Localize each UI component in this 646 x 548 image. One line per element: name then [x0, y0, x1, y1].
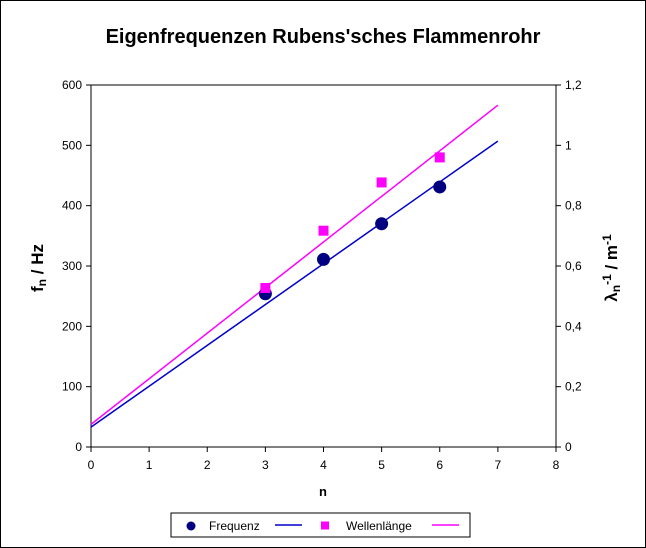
right-y-tick-label: 1 [565, 138, 572, 152]
right-y-axis-label: λn-1 / m-1 [600, 234, 623, 302]
x-tick-label: 4 [320, 458, 327, 472]
chart-title: Eigenfrequenzen Rubens'sches Flammenrohr [106, 26, 541, 48]
legend: Frequenz Wellenlänge [170, 512, 471, 538]
left-y-tick-label: 100 [62, 380, 82, 394]
right-y-axis: 0 0,2 0,4 0,6 0,8 1 1,2 [556, 78, 582, 454]
right-y-tick-label: 0,6 [565, 259, 582, 273]
x-tick-label: 5 [378, 458, 385, 472]
right-y-tick-label: 0,4 [565, 319, 582, 333]
legend-marker-wellenlaenge [321, 521, 329, 530]
left-y-tick-label: 400 [62, 199, 82, 213]
plot-area [90, 84, 557, 448]
legend-label-wellenlaenge: Wellenlänge [346, 519, 412, 533]
trendline-wellenlänge [90, 104, 499, 425]
left-y-tick-label: 600 [62, 78, 82, 92]
x-axis-label: n [319, 484, 327, 499]
left-y-axis-label: fn / Hz [28, 244, 49, 292]
legend-box [170, 512, 471, 538]
right-y-tick-label: 1,2 [565, 78, 582, 92]
point-wellenlaenge [260, 283, 271, 294]
data-points [258, 152, 447, 301]
left-y-tick-label: 0 [75, 440, 82, 454]
left-y-tick-label: 500 [62, 138, 82, 152]
x-tick-label: 7 [495, 458, 502, 472]
x-tick-label: 8 [553, 458, 560, 472]
trendlines [90, 104, 499, 428]
point-wellenlaenge [318, 225, 329, 236]
right-y-tick-label: 0 [565, 440, 572, 454]
right-y-tick-label: 0,8 [565, 199, 582, 213]
point-wellenlaenge [376, 177, 387, 188]
point-frequenz [375, 217, 389, 231]
x-tick-label: 0 [88, 458, 95, 472]
point-frequenz [433, 180, 447, 194]
legend-label-frequenz: Frequenz [209, 519, 260, 533]
right-y-tick-label: 0,2 [565, 380, 582, 394]
x-axis: 0 1 2 3 4 5 6 7 8 [88, 447, 560, 472]
left-y-tick-label: 300 [62, 259, 82, 273]
x-tick-label: 6 [436, 458, 443, 472]
x-tick-label: 3 [262, 458, 269, 472]
trendline-frequenz [90, 140, 499, 428]
point-wellenlaenge [434, 152, 445, 163]
x-tick-label: 1 [146, 458, 153, 472]
legend-marker-frequenz [186, 521, 196, 531]
left-y-axis: 0 100 200 300 400 500 600 [62, 78, 91, 454]
left-y-tick-label: 200 [62, 319, 82, 333]
point-frequenz [317, 252, 330, 266]
x-tick-label: 2 [204, 458, 211, 472]
